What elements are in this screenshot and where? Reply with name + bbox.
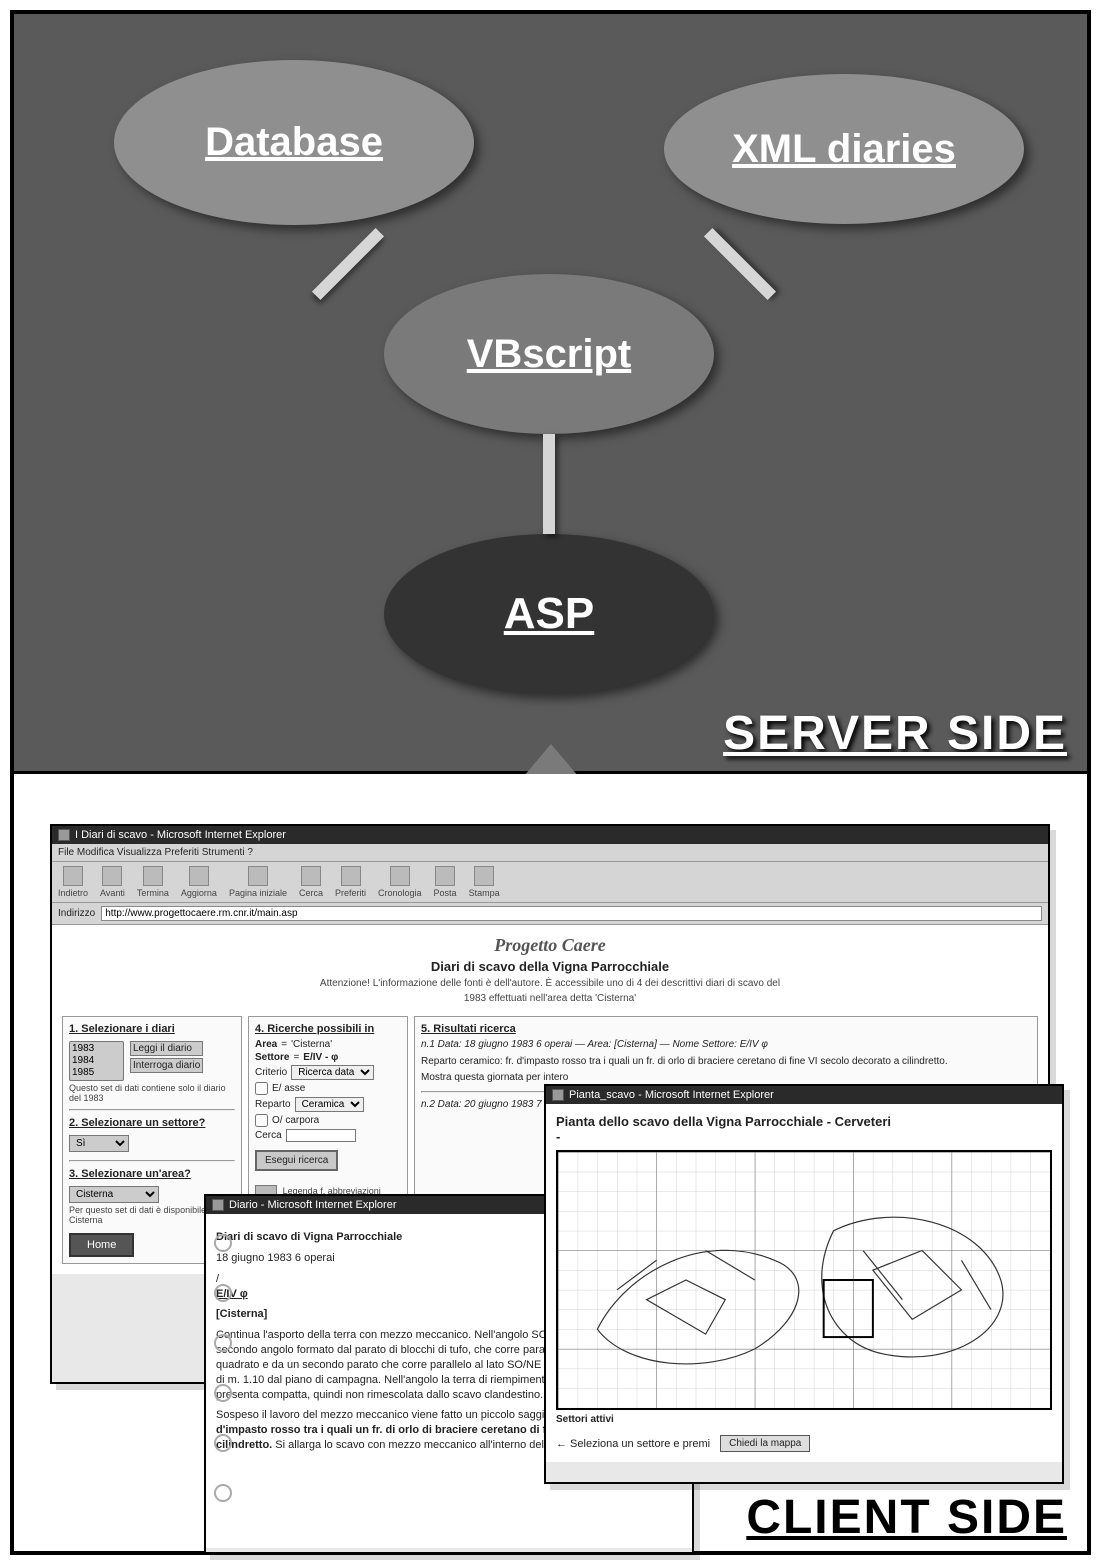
step3-heading: 3. Selezionare un'area? [69, 1168, 235, 1180]
edge-xmldiaries-vbscript [704, 228, 776, 300]
chk-asse[interactable] [255, 1082, 268, 1095]
node-database-label: Database [205, 120, 383, 165]
client-side-panel: I Diari di scavo - Microsoft Internet Ex… [14, 774, 1087, 1551]
server-side-panel: Database XML diaries VBscript ASP SERVER… [14, 14, 1087, 774]
figure-frame: Database XML diaries VBscript ASP SERVER… [10, 10, 1091, 1555]
chk-carpora[interactable] [255, 1114, 268, 1127]
opt-read-diary[interactable]: Leggi il diario [130, 1041, 203, 1056]
address-input[interactable] [101, 906, 1042, 921]
map-canvas[interactable] [556, 1150, 1052, 1410]
ring-icon [214, 1434, 232, 1452]
address-label: Indirizzo [58, 908, 95, 919]
tbtn-history[interactable]: Cronologia [378, 866, 422, 898]
project-subtitle: Diari di scavo della Vigna Parrocchiale [62, 959, 1038, 974]
map-window-body: Pianta dello scavo della Vigna Parrocchi… [546, 1104, 1062, 1462]
opt-query-diary[interactable]: Interroga diario [130, 1058, 203, 1073]
map-heading: Pianta dello scavo della Vigna Parrocchi… [556, 1114, 1052, 1129]
main-window-toolbar: Indietro Avanti Termina Aggiorna Pagina … [52, 862, 1048, 903]
node-asp-label: ASP [504, 589, 594, 639]
tbtn-home[interactable]: Pagina iniziale [229, 866, 287, 898]
step5-heading: 5. Risultati ricerca [421, 1023, 1031, 1035]
tbtn-stop[interactable]: Termina [137, 866, 169, 898]
tbtn-refresh[interactable]: Aggiorna [181, 866, 217, 898]
submit-search-button[interactable]: Esegui ricerca [255, 1150, 338, 1171]
map-heading2: - [556, 1129, 1052, 1144]
result-1-body: Reparto ceramico: fr. d'impasto rosso tr… [421, 1056, 1031, 1069]
node-asp: ASP [384, 534, 714, 694]
node-xml-diaries-label: XML diaries [732, 127, 956, 172]
reparto-select[interactable]: Ceramica [295, 1097, 364, 1112]
main-window-title: I Diari di scavo - Microsoft Internet Ex… [75, 829, 286, 841]
node-database: Database [114, 60, 474, 225]
ie-icon [212, 1199, 224, 1211]
ring-icon [214, 1484, 232, 1502]
map-window-title: Pianta_scavo - Microsoft Internet Explor… [569, 1089, 774, 1101]
sector-yesno[interactable]: Sì No [69, 1135, 129, 1152]
tbtn-forward[interactable]: Avanti [100, 866, 125, 898]
client-side-label: CLIENT SIDE [746, 1490, 1067, 1545]
node-vbscript: VBscript [384, 274, 714, 434]
project-title: Progetto Caere [62, 935, 1038, 956]
step1-heading: 1. Selezionare i diari [69, 1023, 235, 1035]
node-vbscript-label: VBscript [467, 332, 632, 377]
map-svg [558, 1152, 1050, 1408]
ring-icon [214, 1334, 232, 1352]
tbtn-back[interactable]: Indietro [58, 866, 88, 898]
edge-database-vbscript [312, 228, 384, 300]
ring-icon [214, 1284, 232, 1302]
result-1-link[interactable]: Mostra questa giornata per intero [421, 1072, 1031, 1085]
main-window-titlebar: I Diari di scavo - Microsoft Internet Ex… [52, 826, 1048, 844]
map-instruction: ← Seleziona un settore e premi [556, 1438, 710, 1450]
main-window-addressbar: Indirizzo [52, 903, 1048, 925]
main-window-menubar[interactable]: File Modifica Visualizza Preferiti Strum… [52, 844, 1048, 862]
ie-icon [552, 1089, 564, 1101]
step4-heading: 4. Ricerche possibili in [255, 1023, 401, 1035]
map-window-titlebar: Pianta_scavo - Microsoft Internet Explor… [546, 1086, 1062, 1104]
criterio-select[interactable]: Ricerca data [291, 1065, 374, 1080]
home-button[interactable]: Home [69, 1233, 134, 1257]
year-select[interactable]: 1983 1984 1985 [69, 1041, 124, 1081]
server-side-label: SERVER SIDE [723, 706, 1067, 761]
tbtn-mail[interactable]: Posta [434, 866, 457, 898]
node-xml-diaries: XML diaries [664, 74, 1024, 224]
tbtn-print[interactable]: Stampa [469, 866, 500, 898]
map-window: Pianta_scavo - Microsoft Internet Explor… [544, 1084, 1064, 1484]
step1-note: Questo set di dati contiene solo il diar… [69, 1083, 235, 1103]
cerca-input[interactable] [286, 1129, 356, 1142]
ring-icon [214, 1384, 232, 1402]
ring-icon [214, 1234, 232, 1252]
step2-heading: 2. Selezionare un settore? [69, 1117, 235, 1129]
tbtn-search[interactable]: Cerca [299, 866, 323, 898]
area-select[interactable]: Cisterna [69, 1186, 159, 1203]
result-1-meta: n.1 Data: 18 giugno 1983 6 operai — Area… [421, 1039, 1031, 1052]
ie-icon [58, 829, 70, 841]
project-note1: Attenzione! L'informazione delle fonti è… [62, 978, 1038, 989]
map-legend: Settori attivi [556, 1414, 1052, 1425]
tbtn-fav[interactable]: Preferiti [335, 866, 366, 898]
edge-vbscript-asp [543, 434, 555, 534]
diary-window-title: Diario - Microsoft Internet Explorer [229, 1199, 397, 1211]
map-request-button[interactable]: Chiedi la mappa [720, 1435, 810, 1452]
project-note2: 1983 effettuati nell'area detta 'Cistern… [62, 993, 1038, 1004]
